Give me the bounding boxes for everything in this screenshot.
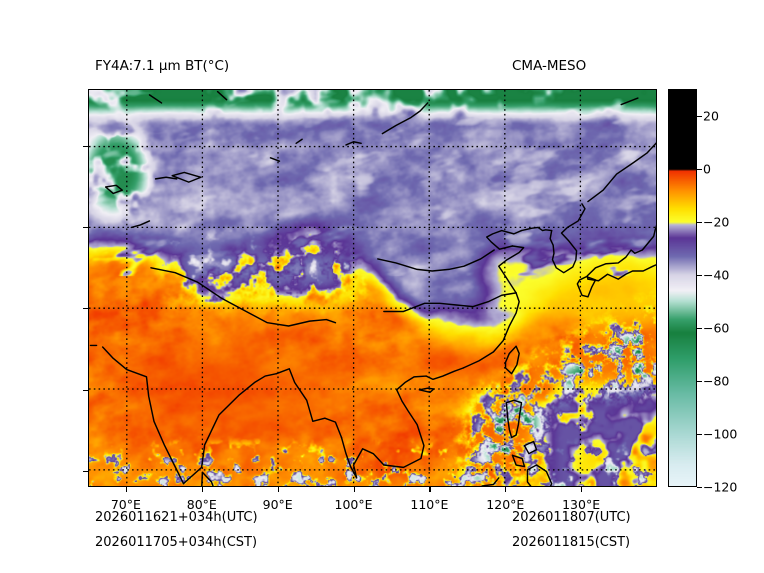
target-time-cst: 2026011815(CST) xyxy=(512,535,631,550)
brightness-temperature-heatmap xyxy=(89,90,656,486)
longitude-tick-mark xyxy=(353,487,355,492)
longitude-axis: 70°E 80°E 90°E 100°E 110°E 120°E 130°E xyxy=(0,491,764,512)
longitude-tick-mark xyxy=(201,487,203,492)
colorbar-tick-label: 0 xyxy=(703,161,711,177)
colorbar-tick-mark xyxy=(697,168,702,170)
longitude-tick-mark xyxy=(125,487,128,492)
colorbar-tick-label: −60 xyxy=(703,320,730,336)
target-time-utc: 2026011807(UTC) xyxy=(512,510,631,525)
longitude-tick-label: 80°E xyxy=(186,497,217,512)
colorbar-tick-label: −40 xyxy=(703,267,730,283)
latitude-tick-mark xyxy=(83,145,88,148)
longitude-tick-label: 90°E xyxy=(262,497,293,512)
coastline-overlay xyxy=(89,90,656,486)
colorbar-tick-label: −80 xyxy=(703,373,730,389)
colorbar-tick-mark xyxy=(697,327,702,329)
latitude-axis: 10°N20°N30°N40°N50°N xyxy=(0,0,84,573)
colorbar-tick-mark xyxy=(697,380,702,383)
lat-lon-gridlines xyxy=(89,90,656,486)
longitude-tick-mark xyxy=(277,487,279,492)
colorbar-tick-label: −100 xyxy=(703,426,738,442)
longitude-tick-mark xyxy=(429,487,431,492)
latitude-tick-mark xyxy=(83,308,88,310)
colorbar-tick-mark xyxy=(697,487,702,489)
colorbar-tick-label: −20 xyxy=(703,214,730,230)
colorbar-gradient xyxy=(669,90,696,486)
longitude-tick-label: 110°E xyxy=(410,497,449,512)
longitude-tick-label: 130°E xyxy=(562,497,601,512)
valid-time-utc: 2026011621+034h(UTC) xyxy=(95,510,258,525)
colorbar-tick-mark xyxy=(697,274,702,276)
latitude-tick-mark xyxy=(83,389,88,391)
colorbar-tick-label: 20 xyxy=(703,108,719,123)
page-title: FY4A:7.1 μm BT(°C) xyxy=(95,58,230,74)
latitude-tick-mark xyxy=(83,470,88,472)
colorbar-tick-mark xyxy=(697,433,702,436)
colorbar-tick-label: −120 xyxy=(703,479,738,495)
longitude-tick-mark xyxy=(505,487,507,492)
model-label: CMA-MESO xyxy=(512,58,587,74)
longitude-tick-label: 120°E xyxy=(486,497,525,512)
longitude-tick-mark xyxy=(581,487,583,492)
valid-time-cst: 2026011705+034h(CST) xyxy=(95,535,258,550)
colorbar-tick-mark xyxy=(697,221,702,223)
satellite-map-panel[interactable] xyxy=(88,89,657,487)
longitude-tick-label: 70°E xyxy=(110,497,141,512)
colorbar[interactable] xyxy=(668,89,697,487)
longitude-tick-label: 100°E xyxy=(334,497,373,512)
colorbar-tick-mark xyxy=(697,115,702,117)
latitude-tick-mark xyxy=(83,227,88,229)
